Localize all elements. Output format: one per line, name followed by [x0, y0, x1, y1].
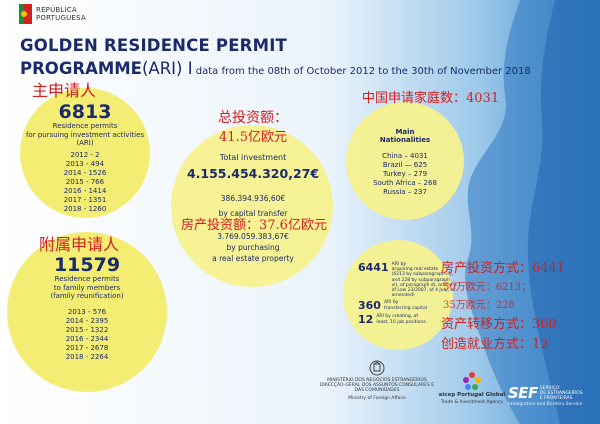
- list-item: China – 4031: [382, 152, 428, 160]
- cn-breakdown-2: 50万欧元：6213；: [443, 282, 532, 293]
- main-applicants-block: 6813 Residence permits for pursuing inve…: [25, 101, 145, 213]
- breakdown-block: 6441 ARI by acquiring real estate (6213 …: [358, 261, 457, 327]
- page-subtitle: PROGRAMME(ARI) I data from the 08th of O…: [20, 59, 531, 78]
- capital-count: 360: [358, 299, 381, 313]
- list-item: 2015 - 1322: [65, 325, 109, 334]
- list-item: 2016 - 1414: [63, 186, 107, 195]
- cn-breakdown-4: 资产转移方式：360: [441, 317, 557, 332]
- total-investment-cn-value: 41.5亿欧元: [219, 130, 287, 145]
- nationalities-circle: [346, 102, 464, 220]
- aicep-flower-icon: [463, 372, 481, 390]
- cn-breakdown-1: 房产投资方式：6441: [441, 261, 566, 276]
- list-item: 2018 - 1260: [63, 204, 107, 213]
- sef-wordmark: SEF: [508, 384, 538, 402]
- property-label-1: by purchasing: [226, 243, 280, 252]
- list-item: 2014 - 2395: [65, 316, 109, 325]
- ministry-logo: MINISTÉRIO DOS NEGÓCIOS ESTRANGEIROS DIR…: [318, 360, 436, 401]
- cn-breakdown-3: 35万欧元：228: [443, 300, 515, 311]
- total-investment-label: Total investment: [219, 153, 287, 162]
- dependents-cn-label: 附属申请人: [39, 235, 120, 254]
- page-title: GOLDEN RESIDENCE PERMIT: [20, 36, 287, 55]
- list-item: 2013 - 494: [65, 159, 105, 168]
- total-investment-cn-label: 总投资额：: [218, 110, 288, 126]
- list-item: Turkey – 279: [382, 170, 428, 178]
- portugal-flag-icon: [19, 4, 32, 24]
- chinese-families-cn: 中国申请家庭数：4031: [362, 91, 500, 106]
- list-item: Brazil — 625: [382, 161, 428, 169]
- list-item: 2013 - 576: [67, 307, 107, 316]
- brand-line2: PORTUGUESA: [36, 14, 86, 22]
- dependents-count: 11579: [53, 254, 121, 276]
- list-item: 2012 - 2: [70, 150, 100, 159]
- list-item: Russia – 237: [383, 188, 427, 196]
- brand-line1: REPÚBLICA: [36, 6, 77, 14]
- total-investment-value: 4.155.454.320,27€: [186, 166, 320, 181]
- cn-breakdown-5: 创造就业方式：12: [441, 337, 549, 352]
- list-item: 2015 - 766: [65, 177, 105, 186]
- list-item: 2018 - 2264: [65, 352, 109, 361]
- capital-transfer-value: 386.394.936,60€: [220, 194, 286, 203]
- aicep-logo: aicep Portugal Global Trade & Investment…: [436, 370, 508, 405]
- capital-transfer-label: by capital transfer: [218, 209, 288, 218]
- list-item: 2016 - 2344: [65, 334, 109, 343]
- property-investment-cn: 房产投资额：37.6亿欧元: [181, 218, 327, 233]
- main-applicants-cn-label: 主申请人: [32, 81, 97, 100]
- main-applicants-circle: [20, 88, 150, 218]
- dependents-circle: [7, 232, 167, 392]
- coat-of-arms-icon: [369, 360, 385, 376]
- property-label-2: a real estate property: [212, 254, 294, 263]
- breakdown-circle: [343, 240, 453, 350]
- nationalities-block: Main Nationalities China – 4031 Brazil —…: [360, 128, 450, 197]
- list-item: South Africa – 268: [373, 179, 437, 187]
- list-item: 2017 - 2678: [65, 343, 109, 352]
- sef-logo: SEF SERVIÇO DE ESTRANGEIROS E FRONTEIRAS…: [508, 384, 583, 408]
- jobs-count: 12: [358, 313, 374, 327]
- main-applicants-count: 6813: [58, 101, 112, 123]
- property-value: 3.769.059.383,67€: [217, 232, 289, 241]
- investment-circle: [171, 125, 333, 287]
- dependents-block: 11579 Residence permits to family member…: [32, 255, 142, 362]
- list-item: 2014 - 1526: [63, 168, 107, 177]
- republica-portuguesa-logo: REPÚBLICA PORTUGUESA: [19, 3, 109, 33]
- list-item: 2017 - 1351: [63, 195, 107, 204]
- real-estate-count: 6441: [358, 261, 389, 274]
